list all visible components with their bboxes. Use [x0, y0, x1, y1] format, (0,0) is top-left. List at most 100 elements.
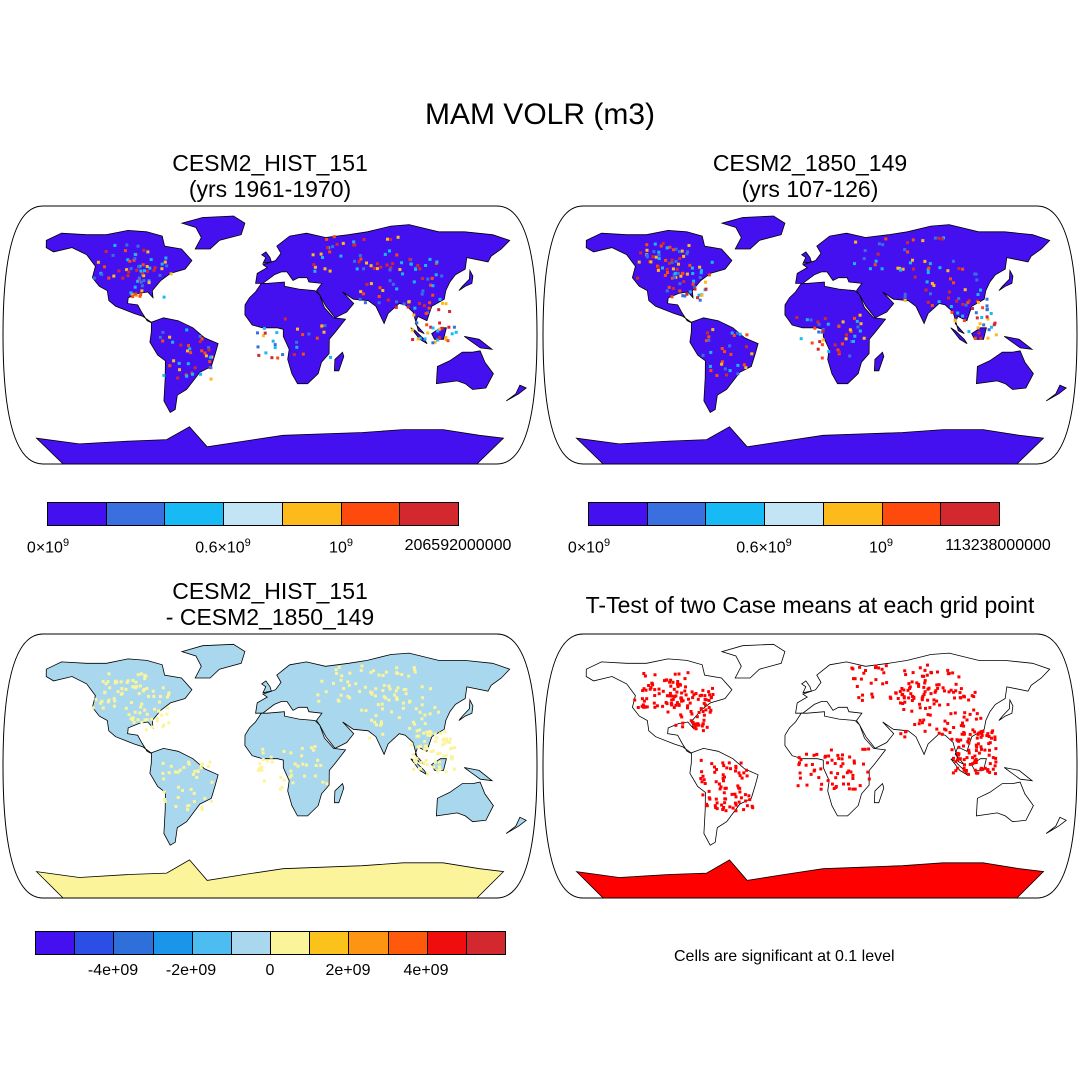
grid-cell: [881, 243, 885, 247]
grid-cell: [413, 670, 417, 674]
grid-cell: [669, 684, 673, 688]
grid-cell: [861, 693, 864, 697]
grid-cell: [721, 808, 725, 811]
grid-cell: [444, 754, 448, 758]
grid-cell: [321, 256, 324, 259]
grid-cell: [911, 238, 915, 242]
grid-cell: [722, 791, 726, 795]
grid-cell: [946, 721, 950, 725]
grid-cell: [817, 330, 821, 334]
grid-cell: [640, 697, 644, 701]
grid-cell: [380, 722, 383, 726]
grid-cell: [922, 718, 926, 722]
grid-cell: [360, 708, 364, 712]
grid-cell: [983, 748, 987, 752]
grid-cell: [193, 366, 197, 370]
grid-cell: [303, 774, 307, 778]
grid-cell: [805, 783, 809, 787]
grid-cell: [426, 331, 430, 335]
grid-cell: [435, 260, 439, 264]
grid-cell: [797, 756, 801, 760]
grid-cell: [415, 734, 419, 738]
grid-cell: [829, 771, 833, 775]
grid-cell: [138, 294, 142, 298]
grid-cell: [967, 737, 971, 741]
grid-cell: [722, 764, 726, 768]
grid-cell: [334, 668, 338, 672]
grid-cell: [136, 673, 140, 677]
grid-cell: [956, 758, 960, 762]
panel-diff-title-line1: CESM2_HIST_151: [172, 578, 368, 604]
grid-cell: [935, 727, 939, 731]
grid-cell: [736, 331, 739, 335]
grid-cell: [203, 351, 207, 355]
grid-cell: [714, 806, 718, 809]
map-pi-svg: [542, 205, 1078, 465]
grid-cell: [396, 235, 400, 239]
grid-cell: [200, 805, 204, 809]
grid-cell: [742, 808, 746, 812]
grid-cell: [957, 745, 961, 749]
grid-cell: [314, 764, 318, 767]
grid-cell: [665, 246, 669, 250]
grid-cell: [994, 772, 997, 776]
grid-cell: [420, 292, 424, 296]
grid-cell: [138, 684, 142, 688]
grid-cell: [348, 696, 352, 700]
grid-cell: [339, 254, 343, 258]
grid-cell: [665, 267, 669, 271]
grid-cell: [352, 240, 356, 244]
grid-cell: [187, 762, 191, 766]
grid-cell: [736, 784, 740, 788]
grid-cell: [851, 667, 855, 671]
grid-cell: [161, 339, 165, 343]
grid-cell: [961, 314, 965, 318]
grid-cell: [295, 340, 299, 344]
grid-cell: [282, 778, 286, 782]
grid-cell: [911, 258, 914, 262]
grid-cell: [661, 266, 664, 270]
grid-cell: [645, 248, 649, 252]
grid-cell: [185, 374, 189, 378]
grid-cell: [258, 766, 262, 770]
grid-cell: [967, 741, 971, 745]
grid-cell: [428, 712, 432, 716]
grid-cell: [160, 262, 164, 266]
grid-cell: [727, 761, 731, 765]
grid-cell: [959, 687, 963, 691]
grid-cell: [686, 706, 689, 710]
grid-cell: [262, 326, 266, 330]
grid-cell: [681, 725, 685, 729]
colorbar-swatch: [427, 932, 467, 954]
grid-cell: [388, 249, 391, 253]
panel-pi-title: CESM2_1850_149 (yrs 107-126): [560, 150, 1060, 202]
grid-cell: [707, 273, 711, 277]
grid-cell: [390, 710, 393, 714]
grid-cell: [131, 679, 135, 682]
grid-cell: [374, 714, 378, 718]
grid-cell: [641, 689, 645, 693]
grid-cell: [282, 749, 286, 753]
grid-cell: [968, 712, 972, 716]
grid-cell: [704, 287, 708, 291]
grid-cell: [168, 364, 172, 368]
colorbar-diff-label-3: 2e+09: [325, 962, 371, 979]
grid-cell: [971, 728, 975, 732]
grid-cell: [642, 687, 646, 691]
grid-cell: [962, 694, 966, 698]
grid-cell: [145, 687, 149, 690]
grid-cell: [848, 755, 852, 759]
grid-cell: [688, 290, 692, 294]
grid-cell: [653, 688, 657, 692]
grid-cell: [698, 694, 702, 698]
grid-cell: [444, 338, 448, 341]
grid-cell: [100, 699, 104, 703]
landmass-madagascar: [873, 351, 885, 372]
grid-cell: [143, 269, 146, 273]
grid-cell: [958, 757, 962, 761]
grid-cell: [859, 677, 863, 681]
grid-cell: [321, 780, 325, 784]
grid-cell: [833, 343, 837, 347]
grid-cell: [702, 713, 706, 717]
grid-cell: [884, 664, 888, 668]
